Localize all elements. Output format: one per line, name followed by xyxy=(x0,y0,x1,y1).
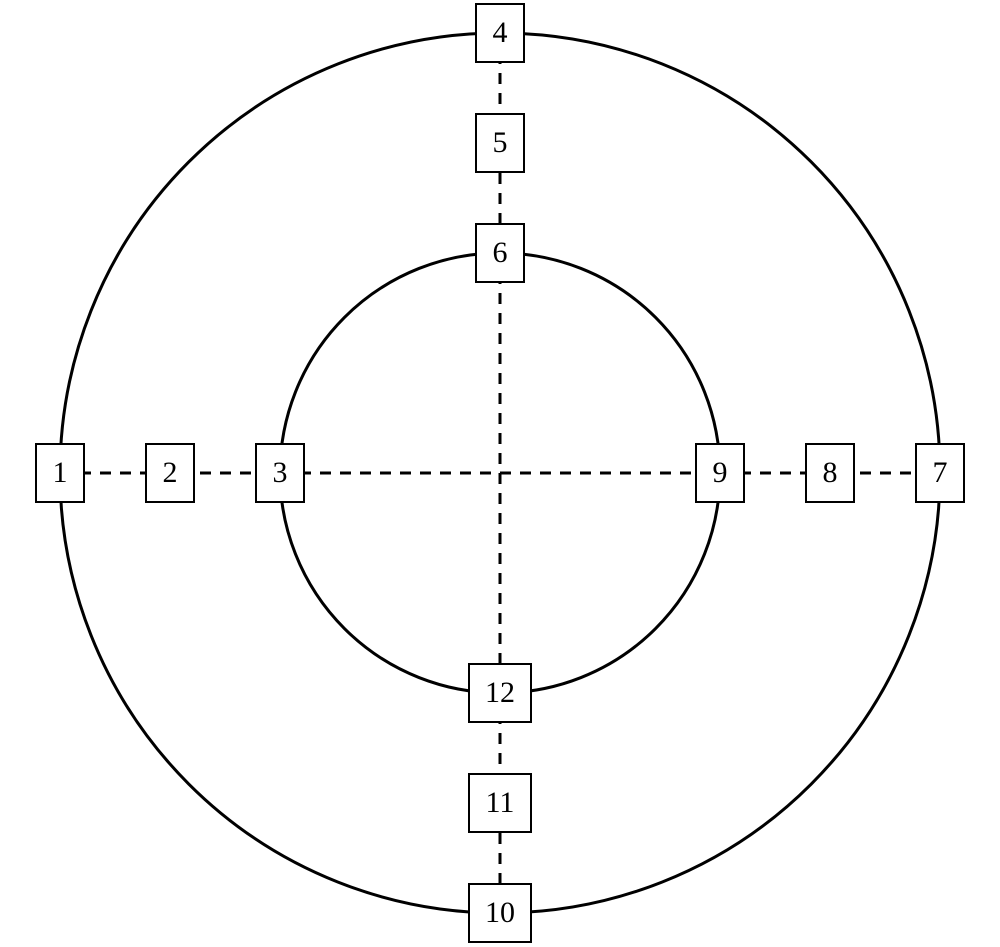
diagram-canvas: 123456789101112 xyxy=(0,0,1000,947)
node-2: 2 xyxy=(146,444,194,502)
node-4-label: 4 xyxy=(493,16,508,49)
node-1-label: 1 xyxy=(53,456,68,489)
node-9: 9 xyxy=(696,444,744,502)
node-12: 12 xyxy=(469,664,531,722)
node-4: 4 xyxy=(476,4,524,62)
node-5: 5 xyxy=(476,114,524,172)
node-10-label: 10 xyxy=(485,896,515,929)
node-5-label: 5 xyxy=(493,126,508,159)
node-3-label: 3 xyxy=(273,456,288,489)
node-12-label: 12 xyxy=(485,676,515,709)
node-6-label: 6 xyxy=(493,236,508,269)
node-11-label: 11 xyxy=(486,786,515,819)
node-9-label: 9 xyxy=(713,456,728,489)
node-7-label: 7 xyxy=(933,456,948,489)
node-11: 11 xyxy=(469,774,531,832)
node-8: 8 xyxy=(806,444,854,502)
node-3: 3 xyxy=(256,444,304,502)
node-2-label: 2 xyxy=(163,456,178,489)
node-6: 6 xyxy=(476,224,524,282)
node-1: 1 xyxy=(36,444,84,502)
node-7: 7 xyxy=(916,444,964,502)
node-10: 10 xyxy=(469,884,531,942)
node-8-label: 8 xyxy=(823,456,838,489)
